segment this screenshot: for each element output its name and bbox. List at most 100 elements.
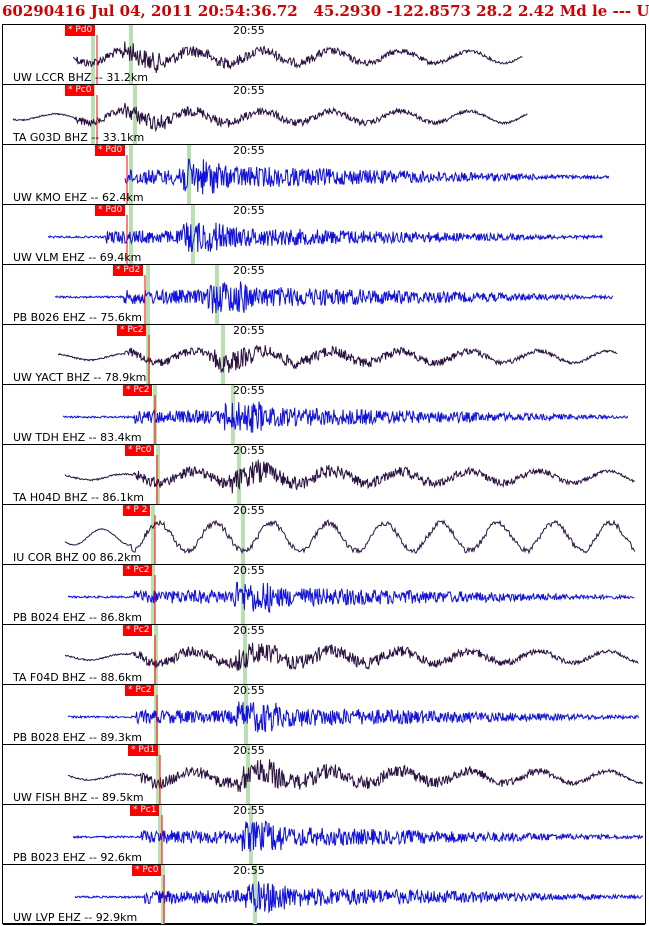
waveform-plot — [64, 625, 639, 684]
seismogram-panel: * Pd0 20:55 UW LCCR BHZ -- 31.2km * Pc0 20:5… — [2, 24, 646, 925]
p-arrival-marker — [129, 205, 133, 264]
trace-row[interactable]: * Pc0 20:55 UW LVP EHZ -- 92.9km — [3, 865, 645, 925]
p-arrival-marker — [156, 445, 160, 504]
time-tick-label: 20:55 — [233, 745, 265, 757]
waveform-trace — [124, 158, 610, 195]
s-arrival-marker — [237, 445, 241, 504]
waveform-plot — [47, 205, 603, 264]
trace-row[interactable]: * Pc2 20:55 TA F04D BHZ -- 88.6km — [3, 625, 645, 685]
trace-row[interactable]: * Pc0 20:55 TA G03D BHZ -- 33.1km — [3, 85, 645, 145]
trace-row[interactable]: * Pd2 20:55 PB B026 EHZ -- 75.6km — [3, 265, 645, 325]
waveform-trace — [74, 881, 643, 914]
time-tick-label: 20:55 — [233, 265, 265, 277]
waveform-trace — [58, 344, 618, 374]
station-label: TA G03D BHZ -- 33.1km — [13, 131, 145, 144]
waveform-plot — [67, 685, 639, 744]
waveform-trace — [47, 222, 603, 253]
time-tick-label: 20:55 — [233, 805, 265, 817]
waveform-trace — [64, 642, 639, 671]
time-tick-label: 20:55 — [233, 505, 265, 517]
p-arrival-marker — [151, 565, 155, 624]
trace-row[interactable]: * Pc1 20:55 PB B023 EHZ -- 92.6km — [3, 805, 645, 865]
station-label: UW KMO EHZ -- 62.4km — [13, 191, 144, 204]
s-arrival-marker — [221, 325, 225, 384]
waveform-trace — [64, 519, 636, 555]
s-arrival-marker — [241, 505, 245, 564]
station-label: UW TDH EHZ -- 83.4km — [13, 431, 142, 444]
s-arrival-marker — [253, 865, 257, 924]
trace-row[interactable]: * Pc2 20:55 PB B028 EHZ -- 89.3km — [3, 685, 645, 745]
phase-pick-flag[interactable]: * Pd1 — [128, 745, 159, 756]
time-tick-label: 20:55 — [233, 145, 265, 157]
s-arrival-marker — [243, 625, 247, 684]
phase-pick-flag[interactable]: * Pc0 — [132, 865, 162, 876]
trace-row[interactable]: * Pc0 20:55 TA H04D BHZ -- 86.1km — [3, 445, 645, 505]
station-label: PB B026 EHZ -- 75.6km — [13, 311, 142, 324]
phase-pick-flag[interactable]: * Pc2 — [123, 385, 153, 396]
waveform-plot — [64, 445, 635, 504]
phase-pick-flag[interactable]: * Pd0 — [65, 25, 96, 36]
waveform-trace — [54, 281, 614, 314]
waveform-trace — [63, 401, 629, 433]
phase-pick-flag[interactable]: * Pd0 — [95, 145, 126, 156]
station-label: UW LVP EHZ -- 92.9km — [13, 911, 138, 924]
trace-row[interactable]: * P 2 20:55 IU COR BHZ 00 86.2km — [3, 505, 645, 565]
waveform-plot — [124, 145, 610, 204]
trace-row[interactable]: * Pc2 20:55 UW YACT BHZ -- 78.9km — [3, 325, 645, 385]
phase-pick-flag[interactable]: * Pc0 — [65, 85, 95, 96]
time-tick-label: 20:55 — [233, 685, 265, 697]
time-tick-label: 20:55 — [233, 625, 265, 637]
p-arrival-marker — [154, 625, 158, 684]
waveform-trace — [64, 459, 635, 494]
p-arrival-marker — [151, 505, 155, 564]
time-tick-label: 20:55 — [233, 565, 265, 577]
p-arrival-marker — [156, 745, 160, 804]
p-arrival-marker — [146, 325, 150, 384]
waveform-plot — [58, 325, 618, 384]
trace-row[interactable]: * Pd0 20:55 UW LCCR BHZ -- 31.2km — [3, 25, 645, 85]
waveform-plot — [12, 85, 528, 144]
s-arrival-marker — [133, 85, 137, 144]
phase-pick-flag[interactable]: * Pd0 — [95, 205, 126, 216]
time-tick-label: 20:55 — [233, 445, 265, 457]
time-tick-label: 20:55 — [233, 865, 265, 877]
time-tick-label: 20:55 — [233, 205, 265, 217]
waveform-plot — [67, 745, 644, 804]
station-label: UW VLM EHZ -- 69.4km — [13, 251, 142, 264]
station-label: IU COR BHZ 00 86.2km — [13, 551, 142, 564]
phase-pick-flag[interactable]: * Pc2 — [123, 625, 153, 636]
waveform-trace — [72, 820, 644, 852]
trace-row[interactable]: * Pc2 20:55 UW TDH EHZ -- 83.4km — [3, 385, 645, 445]
waveform-plot — [54, 265, 614, 324]
p-arrival-marker — [146, 265, 150, 324]
phase-pick-flag[interactable]: * Pc2 — [123, 565, 153, 576]
waveform-plot — [67, 565, 635, 624]
station-label: PB B024 EHZ -- 86.8km — [13, 611, 142, 624]
phase-pick-flag[interactable]: * Pc0 — [125, 445, 155, 456]
station-label: UW FISH BHZ -- 89.5km — [13, 791, 144, 804]
trace-row[interactable]: * Pd0 20:55 UW KMO EHZ -- 62.4km — [3, 145, 645, 205]
time-tick-label: 20:55 — [233, 85, 265, 97]
trace-row[interactable]: * Pd0 20:55 UW VLM EHZ -- 69.4km — [3, 205, 645, 265]
phase-pick-flag[interactable]: * Pd2 — [113, 265, 144, 276]
phase-pick-flag[interactable]: * P 2 — [123, 505, 151, 516]
time-tick-label: 20:55 — [233, 25, 265, 37]
p-arrival-marker — [91, 25, 95, 84]
station-label: TA F04D BHZ -- 88.6km — [13, 671, 143, 684]
station-label: PB B023 EHZ -- 92.6km — [13, 851, 142, 864]
phase-pick-flag[interactable]: * Pc2 — [125, 685, 155, 696]
p-arrival-marker — [91, 85, 95, 144]
trace-row[interactable]: * Pd1 20:55 UW FISH BHZ -- 89.5km — [3, 745, 645, 805]
waveform-plot — [72, 25, 523, 84]
waveform-trace — [12, 102, 528, 133]
waveform-trace — [67, 701, 639, 733]
station-label: TA H04D BHZ -- 86.1km — [13, 491, 144, 504]
waveform-trace — [67, 581, 635, 614]
phase-pick-flag[interactable]: * Pc2 — [117, 325, 147, 336]
station-label: UW LCCR BHZ -- 31.2km — [13, 71, 148, 84]
trace-row[interactable]: * Pc2 20:55 PB B024 EHZ -- 86.8km — [3, 565, 645, 625]
phase-pick-flag[interactable]: * Pc1 — [130, 805, 160, 816]
s-arrival-marker — [187, 145, 191, 204]
waveform-plot — [63, 385, 629, 444]
p-arrival-marker — [129, 145, 133, 204]
